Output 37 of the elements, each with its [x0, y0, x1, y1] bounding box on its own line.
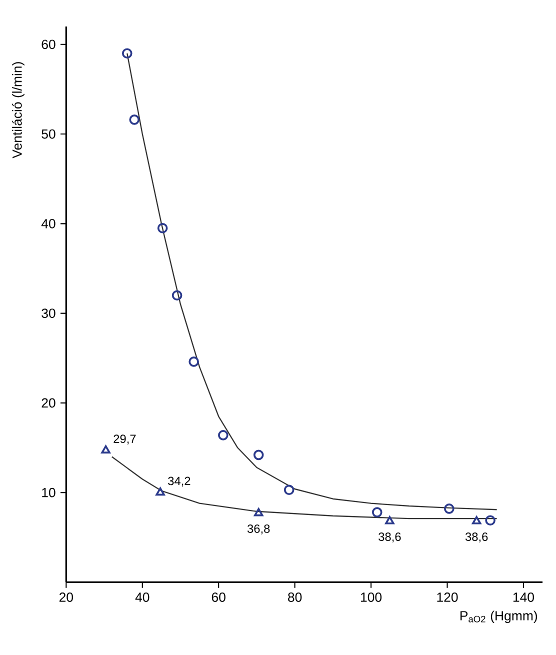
- point: [444, 504, 454, 514]
- y-tick-label: 60: [42, 40, 56, 50]
- y-tick-label: 20: [42, 398, 56, 408]
- x-tick-label: 100: [361, 592, 382, 602]
- y-tick-label: 50: [42, 129, 56, 139]
- point: [218, 430, 228, 440]
- x-axis-title: P$_{aO2}$ (Hgmm): [460, 610, 538, 624]
- x-tick-label: 60: [212, 592, 226, 602]
- x-tick-label: 40: [135, 592, 150, 602]
- annotation: 29,7: [114, 434, 136, 444]
- x-tick-label: 20: [60, 592, 74, 602]
- y-tick-label: 30: [42, 308, 56, 318]
- annotation: 34,2: [168, 476, 190, 487]
- point: [188, 356, 200, 367]
- point: [158, 222, 168, 234]
- point: [129, 114, 140, 125]
- y-tick-label: 40: [42, 218, 56, 228]
- point: [254, 508, 264, 516]
- x-tick-label: 80: [288, 592, 302, 602]
- annotation: 38,6: [466, 532, 488, 542]
- y-axis-title: Ventiláció (l/min): [12, 62, 25, 158]
- point: [385, 516, 394, 524]
- point: [156, 487, 166, 496]
- point: [472, 516, 482, 524]
- point: [372, 507, 382, 518]
- line-series: [111, 456, 498, 520]
- point: [485, 515, 496, 526]
- point: [172, 290, 182, 301]
- point: [101, 445, 111, 454]
- annotation: 36,8: [248, 524, 270, 534]
- y-tick-label: 10: [42, 488, 56, 498]
- annotation: 38,6: [378, 532, 401, 542]
- point: [284, 484, 294, 496]
- x-tick-label: 140: [514, 592, 534, 602]
- x-tick-label: 120: [437, 592, 458, 602]
- point: [254, 450, 264, 460]
- point: [122, 48, 132, 59]
